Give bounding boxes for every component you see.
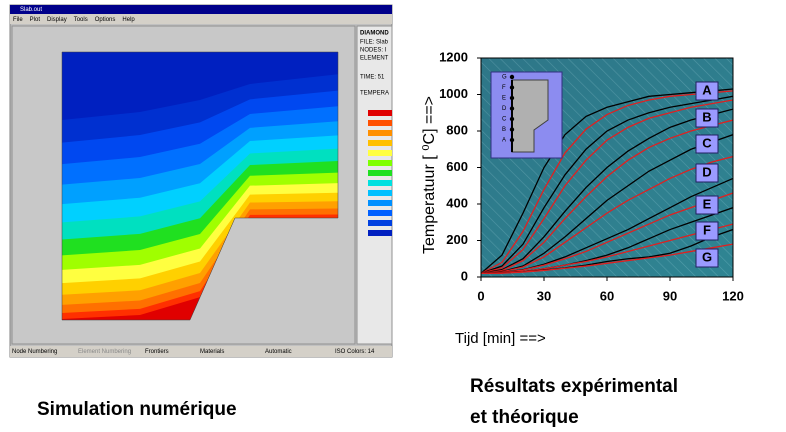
y-tick-label: 200 xyxy=(446,232,468,247)
y-tick-label: 1200 xyxy=(439,49,468,64)
status-text: Automatic xyxy=(265,349,292,355)
inset-label: G xyxy=(502,75,507,81)
curve-label-box xyxy=(695,248,719,268)
screenshot: Slab.out File Plot Display Tools Options Help… xyxy=(9,4,393,358)
y-tick-label: 600 xyxy=(446,159,468,174)
curve-label-box xyxy=(695,108,719,128)
menu-item: Tools xyxy=(74,17,88,23)
status-text: Frontiers xyxy=(145,349,169,355)
x-tick-label: 30 xyxy=(537,288,551,303)
curve-label-box xyxy=(695,81,719,101)
legend-swatch xyxy=(368,150,392,156)
status-text: Element Numbering xyxy=(78,349,131,355)
sensor xyxy=(509,74,515,80)
sensor xyxy=(509,95,515,101)
inset-label: A xyxy=(502,138,506,144)
series-line xyxy=(481,90,733,274)
sensor xyxy=(509,116,515,122)
legend-swatch xyxy=(368,230,392,236)
legend-swatch xyxy=(368,140,392,146)
y-tick-label: 800 xyxy=(446,122,468,137)
status-text: Node Numbering xyxy=(12,349,57,355)
menu-item: Display xyxy=(47,17,67,23)
x-tick-label: 90 xyxy=(663,288,677,303)
sensor xyxy=(509,106,515,111)
curve-label: B xyxy=(702,109,711,124)
panel-text: TIME: 51 xyxy=(360,75,385,81)
inset-label: B xyxy=(502,127,506,133)
legend-swatch xyxy=(368,210,392,216)
inset-label: C xyxy=(502,117,507,123)
curve-label: G xyxy=(702,249,712,264)
status-text: Materials xyxy=(200,349,224,355)
curve-label: E xyxy=(703,196,712,211)
x-axis-label: Tijd [min] ==> xyxy=(455,330,546,347)
panel-text: DIAMOND xyxy=(360,31,389,37)
panel-text: FILE: Slab xyxy=(360,40,389,46)
legend-swatch xyxy=(368,170,392,176)
panel-text: TEMPERA xyxy=(360,91,389,97)
series-line xyxy=(481,99,733,274)
panel-text: ELEMENT xyxy=(360,56,389,62)
inset-label: F xyxy=(502,85,506,91)
legend-swatch xyxy=(368,130,392,136)
x-tick-label: 0 xyxy=(477,288,484,303)
series-line xyxy=(481,119,733,274)
x-tick-label: 60 xyxy=(600,288,614,303)
y-axis-label: Temperatuur [ ⁰C] ==> xyxy=(421,96,438,254)
legend-swatch xyxy=(368,110,392,116)
series-line xyxy=(481,192,733,274)
series-line xyxy=(481,134,733,274)
series-line xyxy=(481,88,733,274)
curve-label-box xyxy=(695,221,719,241)
curve-label-box xyxy=(695,134,719,154)
window-title: Slab.out xyxy=(20,7,42,13)
series-line xyxy=(481,95,733,274)
caption-right: Résultats expérimental xyxy=(470,376,678,397)
caption-left: Simulation numérique xyxy=(37,399,237,420)
curve-label: A xyxy=(702,82,712,97)
curve-label: D xyxy=(702,164,711,179)
curve-label: C xyxy=(702,135,712,150)
y-tick-label: 0 xyxy=(461,268,468,283)
x-tick-label: 120 xyxy=(722,288,744,303)
menu-item: File xyxy=(13,17,23,23)
legend-swatch xyxy=(368,120,392,126)
panel-text: NODES: I xyxy=(360,48,387,54)
curve-label-box xyxy=(695,163,719,183)
curve-label: F xyxy=(703,222,711,237)
caption-right: et théorique xyxy=(470,407,579,428)
contour-band xyxy=(62,52,338,120)
legend-swatch xyxy=(368,200,392,206)
curve-label-box xyxy=(695,195,719,215)
legend-swatch xyxy=(368,190,392,196)
menu-item: Plot xyxy=(30,17,41,23)
menu-item: Help xyxy=(122,17,135,23)
series-line xyxy=(481,155,733,274)
series-line xyxy=(481,108,733,274)
legend-swatch xyxy=(368,160,392,166)
sensor xyxy=(509,137,515,143)
status-text: ISO Colors: 14 xyxy=(335,349,375,355)
menu-item: Options xyxy=(95,17,116,23)
legend-swatch xyxy=(368,180,392,186)
sensor xyxy=(509,127,515,132)
sensor xyxy=(509,85,515,90)
inset-label: D xyxy=(502,106,507,112)
title-bar xyxy=(10,5,392,14)
y-tick-label: 1000 xyxy=(439,86,468,101)
y-tick-label: 400 xyxy=(446,195,468,210)
series-line xyxy=(481,243,733,274)
legend-swatch xyxy=(368,220,392,226)
inset-label: E xyxy=(502,96,506,102)
